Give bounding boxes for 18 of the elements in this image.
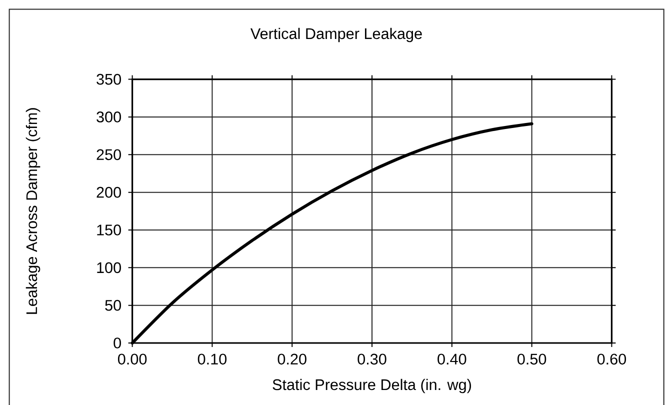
x-tick-label: 0.60 bbox=[597, 354, 626, 365]
y-tick-label: 100 bbox=[97, 262, 121, 274]
x-tick-label: 0.40 bbox=[438, 354, 466, 365]
x-tick-label: 0.00 bbox=[118, 354, 147, 365]
y-axis-title: Leakage Across Damper (cfm) bbox=[26, 108, 40, 314]
y-tick-label: 50 bbox=[105, 300, 121, 311]
x-tick-label: 0.10 bbox=[198, 354, 227, 365]
chart-title: Vertical Damper Leakage bbox=[250, 28, 422, 42]
x-tick-label: 0.30 bbox=[358, 354, 386, 365]
x-tick-label: 0.50 bbox=[517, 354, 546, 365]
y-tick-label: 150 bbox=[97, 224, 121, 236]
y-tick-label: 200 bbox=[96, 186, 121, 198]
x-tick-label: 0.20 bbox=[278, 354, 306, 365]
y-tick-label: 0 bbox=[114, 338, 121, 348]
y-tick-label: 300 bbox=[96, 112, 121, 122]
y-tick-label: 250 bbox=[96, 149, 121, 160]
x-axis-title: Static Pressure Delta (in. wg) bbox=[272, 378, 471, 394]
y-tick-label: 350 bbox=[96, 74, 121, 85]
